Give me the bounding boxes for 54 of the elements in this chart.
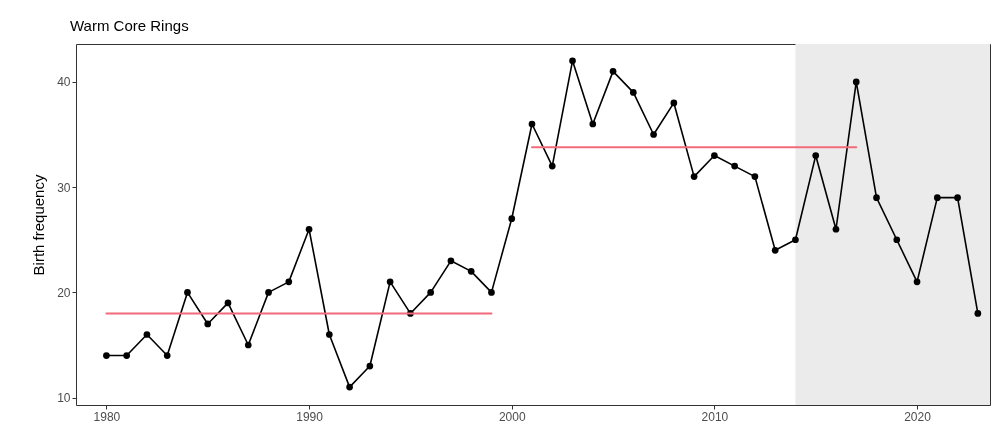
x-tick-label: 2010 xyxy=(701,409,729,424)
y-tick-label: 40 xyxy=(57,75,71,90)
point xyxy=(690,173,698,180)
point xyxy=(913,278,921,286)
point xyxy=(731,162,738,170)
y-axis-title: Birth frequency xyxy=(30,174,48,276)
point xyxy=(244,341,252,349)
point xyxy=(447,257,455,265)
point xyxy=(508,215,516,223)
point xyxy=(386,278,394,286)
y-tick-label: 10 xyxy=(57,391,71,406)
x-tick-label: 1990 xyxy=(296,409,324,424)
point xyxy=(467,267,475,275)
point xyxy=(771,246,779,254)
point xyxy=(893,236,901,244)
y-tick-label: 30 xyxy=(57,180,71,195)
point xyxy=(751,173,759,180)
point xyxy=(974,310,982,317)
point xyxy=(366,362,374,370)
point xyxy=(852,78,860,86)
point xyxy=(629,89,637,96)
point xyxy=(933,194,941,202)
point xyxy=(325,331,333,338)
point xyxy=(670,99,678,107)
point xyxy=(812,152,820,159)
point xyxy=(123,352,131,359)
point xyxy=(528,120,536,128)
point xyxy=(427,289,435,296)
point xyxy=(285,278,293,286)
point xyxy=(954,194,961,202)
point xyxy=(711,152,718,159)
point xyxy=(832,225,840,233)
chart-title: Warm Core Rings xyxy=(70,17,189,34)
point xyxy=(143,331,151,338)
point xyxy=(224,299,232,307)
point xyxy=(163,352,171,359)
point xyxy=(589,120,597,128)
y-tick-label: 20 xyxy=(57,285,71,300)
point xyxy=(873,194,880,202)
point xyxy=(792,236,799,244)
x-tick-label: 1980 xyxy=(93,409,121,424)
point xyxy=(265,289,272,296)
point xyxy=(569,57,576,65)
x-tick-label: 2000 xyxy=(498,409,526,424)
point xyxy=(103,352,110,359)
point xyxy=(488,289,495,296)
point xyxy=(184,289,191,296)
point xyxy=(548,162,556,170)
point xyxy=(650,131,657,138)
point xyxy=(204,320,212,328)
point xyxy=(305,225,313,233)
x-tick-label: 2020 xyxy=(904,409,932,424)
point xyxy=(346,383,353,391)
point xyxy=(609,68,617,75)
